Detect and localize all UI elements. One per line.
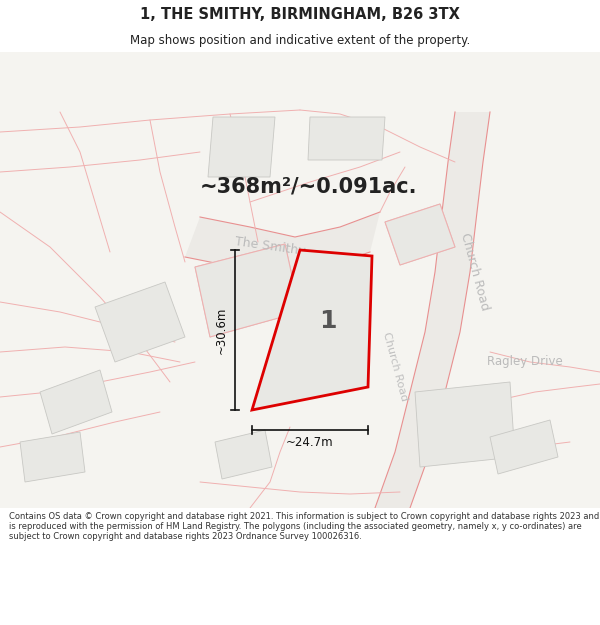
- Text: Contains OS data © Crown copyright and database right 2021. This information is : Contains OS data © Crown copyright and d…: [9, 511, 599, 541]
- Text: Church Road: Church Road: [381, 331, 409, 402]
- Polygon shape: [375, 112, 490, 508]
- Polygon shape: [385, 204, 455, 265]
- Text: The Smithy: The Smithy: [234, 236, 306, 258]
- Polygon shape: [40, 370, 112, 434]
- Polygon shape: [20, 432, 85, 482]
- Polygon shape: [252, 250, 372, 410]
- Text: 1: 1: [319, 309, 337, 332]
- Polygon shape: [215, 430, 272, 479]
- Polygon shape: [308, 117, 385, 160]
- Polygon shape: [490, 420, 558, 474]
- Text: ~30.6m: ~30.6m: [215, 306, 227, 354]
- Text: Map shows position and indicative extent of the property.: Map shows position and indicative extent…: [130, 34, 470, 47]
- Polygon shape: [208, 117, 275, 177]
- Polygon shape: [185, 212, 380, 277]
- Text: ~24.7m: ~24.7m: [286, 436, 334, 449]
- Polygon shape: [95, 282, 185, 362]
- Polygon shape: [415, 382, 515, 467]
- Text: ~368m²/~0.091ac.: ~368m²/~0.091ac.: [200, 177, 418, 197]
- Text: Ragley Drive: Ragley Drive: [487, 356, 563, 369]
- Polygon shape: [385, 204, 455, 265]
- Text: Church Road: Church Road: [458, 232, 491, 312]
- Polygon shape: [195, 244, 300, 337]
- Polygon shape: [195, 244, 300, 337]
- Text: 1, THE SMITHY, BIRMINGHAM, B26 3TX: 1, THE SMITHY, BIRMINGHAM, B26 3TX: [140, 7, 460, 22]
